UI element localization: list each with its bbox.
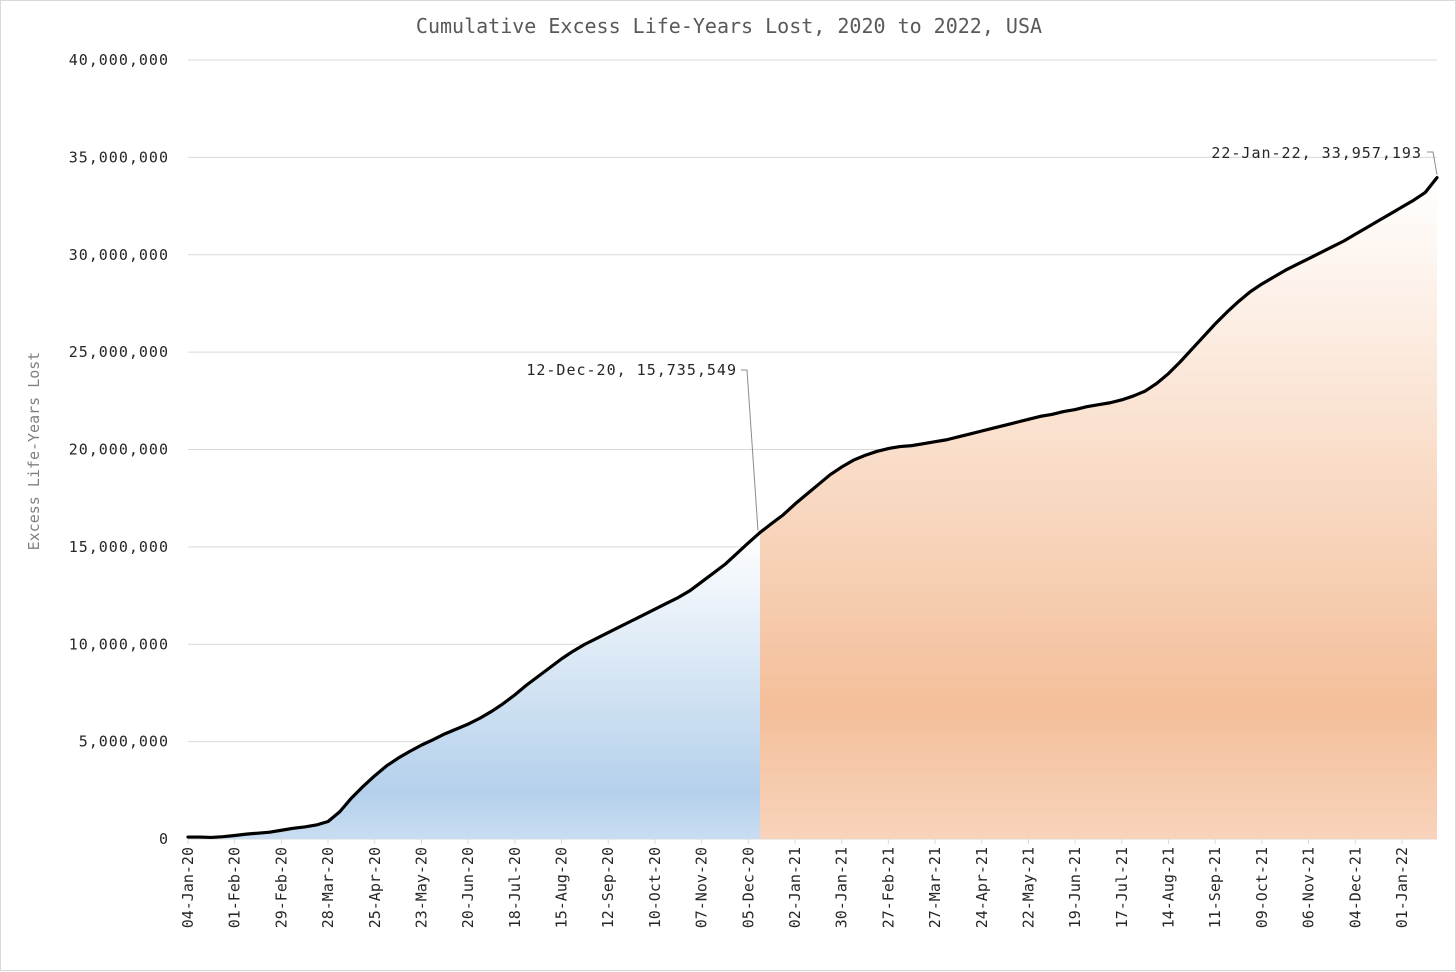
y-axis-title: Excess Life-Years Lost [25,352,43,551]
area-fill-2021-2022 [759,177,1437,839]
x-tick-label: 05-Dec-20 [739,847,757,928]
x-tick-label: 27-Mar-21 [926,847,944,928]
x-axis-ticks: 04-Jan-20 01-Feb-20 29-Feb-20 28-Mar-20 25-A… [179,839,1411,928]
y-tick-label: 15,000,000 [69,538,169,556]
x-tick-label: 30-Jan-21 [833,847,851,928]
x-tick-label: 01-Jan-22 [1393,847,1411,928]
x-tick-label: 02-Jan-21 [786,847,804,928]
x-tick-label: 22-May-21 [1019,847,1037,928]
y-tick-label: 25,000,000 [69,343,169,361]
y-tick-label: 40,000,000 [69,51,169,69]
x-tick-label: 29-Feb-20 [272,847,290,928]
annotation-label: 12-Dec-20, 15,735,549 [526,361,737,379]
annotation-leader-line [1427,151,1438,175]
area-fill-2020 [188,532,760,839]
x-tick-label: 11-Sep-21 [1206,847,1224,928]
area-fills [188,177,1437,839]
x-tick-label: 27-Feb-21 [879,847,897,928]
x-tick-label: 04-Dec-21 [1346,847,1364,928]
series-line [186,176,1439,840]
data-annotations: 12-Dec-20, 15,735,549 22-Jan-22, 33,957,1… [526,144,1438,531]
y-tick-label: 20,000,000 [69,441,169,459]
x-tick-label: 09-Oct-21 [1253,847,1271,928]
x-tick-label: 12-Sep-20 [599,847,617,928]
y-tick-label: 0 [159,830,169,848]
x-tick-label: 23-May-20 [412,847,430,928]
x-tick-label: 04-Jan-20 [179,847,197,928]
chart-title: Cumulative Excess Life-Years Lost, 2020 … [416,14,1042,38]
y-tick-label: 30,000,000 [69,246,169,264]
x-tick-label: 10-Oct-20 [646,847,664,928]
series-lines [186,176,1439,840]
x-tick-label: 24-Apr-21 [973,847,991,928]
x-tick-label: 06-Nov-21 [1300,847,1318,928]
x-tick-label: 01-Feb-20 [226,847,244,928]
y-tick-label: 35,000,000 [69,148,169,166]
y-tick-label: 10,000,000 [69,635,169,653]
x-tick-label: 18-Jul-20 [506,847,524,928]
x-tick-label: 17-Jul-21 [1113,847,1131,928]
x-tick-label: 14-Aug-21 [1160,847,1178,928]
x-tick-label: 28-Mar-20 [319,847,337,928]
x-tick-label: 20-Jun-20 [459,847,477,928]
x-tick-label: 07-Nov-20 [693,847,711,928]
x-tick-label: 25-Apr-20 [366,847,384,928]
x-tick-label: 15-Aug-20 [553,847,571,928]
annotation-leader-line [741,369,759,531]
annotation-label: 22-Jan-22, 33,957,193 [1211,144,1422,162]
y-axis-ticks: 0 5,000,000 10,000,000 15,000,000 20,000,000… [69,51,169,848]
y-tick-label: 5,000,000 [79,733,169,751]
x-tick-label: 19-Jun-21 [1066,847,1084,928]
